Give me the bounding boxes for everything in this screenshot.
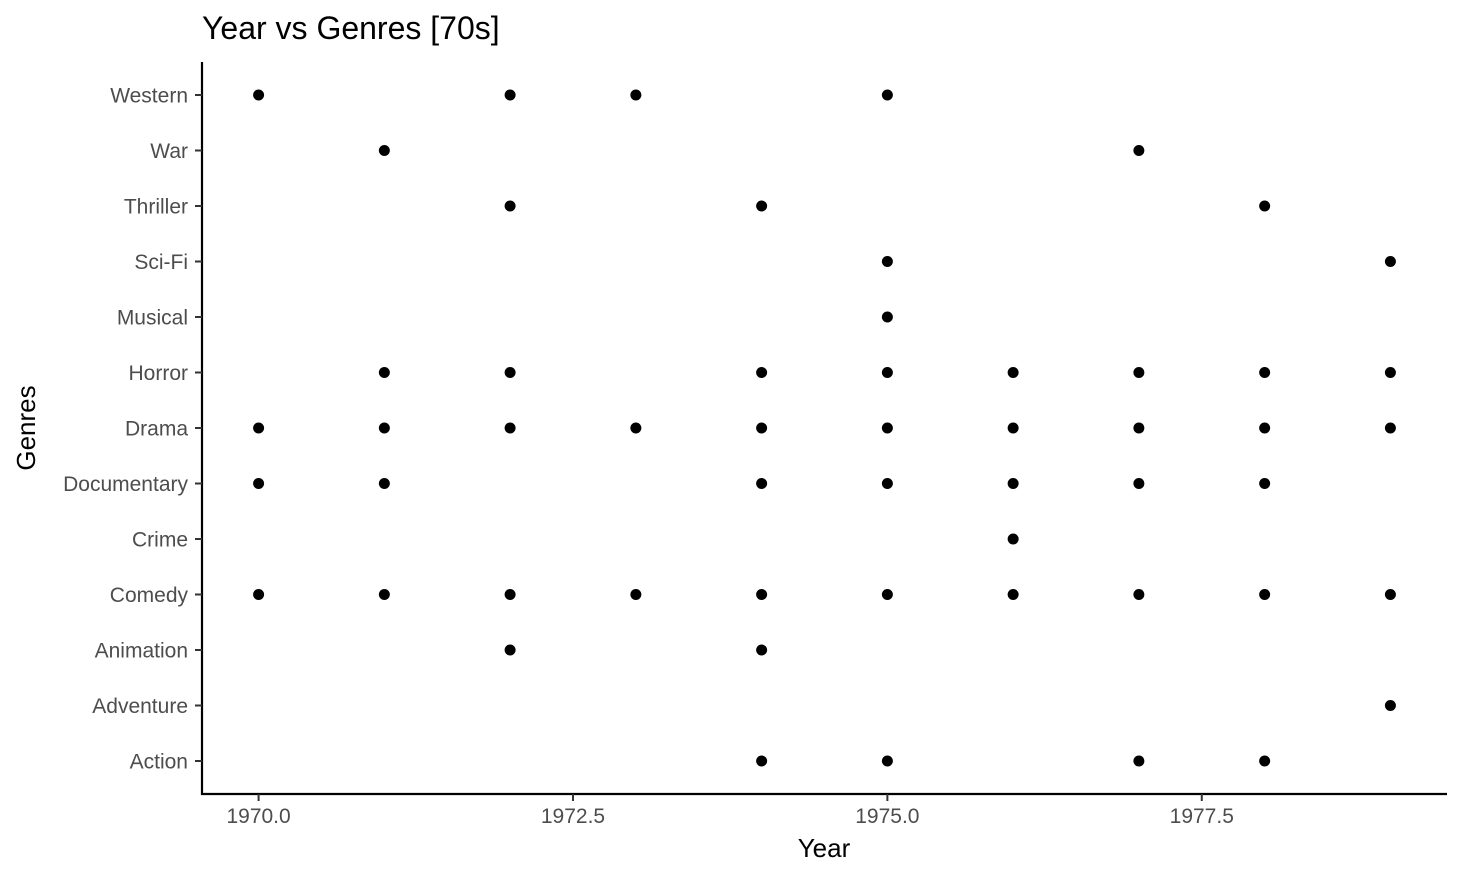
data-point <box>1259 200 1271 212</box>
y-tick-label-action: Action <box>130 751 188 774</box>
data-point <box>1007 478 1019 489</box>
y-axis-title: Genres <box>11 385 41 470</box>
data-point <box>504 589 516 600</box>
x-tick-label: 1972.5 <box>541 805 605 828</box>
data-point <box>756 755 768 767</box>
y-tick-label-documentary: Documentary <box>63 473 188 496</box>
data-point <box>378 367 390 378</box>
data-point <box>1384 700 1396 711</box>
data-point <box>756 644 768 656</box>
data-point <box>630 422 642 434</box>
y-tick-label-drama: Drama <box>125 418 188 441</box>
y-tick-label-thriller: Thriller <box>124 196 188 219</box>
data-point <box>1384 422 1396 434</box>
y-tick-label-horror: Horror <box>128 362 188 385</box>
data-point <box>881 367 893 378</box>
y-tick-label-adventure: Adventure <box>92 695 188 718</box>
data-point <box>1007 367 1019 378</box>
data-point <box>756 589 768 600</box>
y-tick-label-comedy: Comedy <box>110 584 189 607</box>
data-point <box>881 256 893 267</box>
data-point <box>756 367 768 378</box>
data-point <box>756 200 768 212</box>
data-point <box>1384 589 1396 600</box>
data-point <box>881 478 893 489</box>
data-point <box>881 755 893 767</box>
y-tick-label-western: Western <box>110 85 188 108</box>
y-tick-label-musical: Musical <box>117 307 188 330</box>
data-point <box>1133 422 1145 434</box>
y-tick-label-war: War <box>150 140 188 163</box>
x-axis-ticks: 1970.0 1972.5 1975.0 1977.5 <box>226 794 1234 828</box>
data-point <box>1007 533 1019 545</box>
data-point <box>1384 367 1396 378</box>
data-point <box>630 589 642 600</box>
data-point <box>1259 367 1271 378</box>
data-point <box>504 200 516 212</box>
data-point <box>1133 589 1145 600</box>
data-point <box>253 589 265 600</box>
x-axis-title: Year <box>798 833 851 863</box>
data-point <box>756 422 768 434</box>
data-point <box>1007 589 1019 600</box>
data-point <box>253 478 265 489</box>
data-point <box>881 89 893 101</box>
data-point <box>1133 145 1145 156</box>
data-point <box>378 145 390 156</box>
data-point <box>378 422 390 434</box>
data-point <box>253 422 265 434</box>
data-point <box>504 367 516 378</box>
data-point <box>881 589 893 600</box>
data-point <box>1133 478 1145 489</box>
x-tick-label: 1975.0 <box>855 805 919 828</box>
data-point <box>1259 589 1271 600</box>
data-point <box>1259 422 1271 434</box>
chart-title: Year vs Genres [70s] <box>202 10 500 46</box>
data-point <box>253 89 265 101</box>
plot-points <box>253 89 1396 767</box>
y-axis-ticks: Action Adventure Animation Comedy Crime Docum… <box>63 85 202 774</box>
data-point <box>1133 367 1145 378</box>
x-tick-label: 1977.5 <box>1170 805 1234 828</box>
data-point <box>1133 755 1145 767</box>
data-point <box>1259 755 1271 767</box>
data-point <box>756 478 768 489</box>
data-point <box>630 89 642 101</box>
x-tick-label: 1970.0 <box>226 805 290 828</box>
data-point <box>1384 256 1396 267</box>
data-point <box>504 89 516 101</box>
data-point <box>1259 478 1271 489</box>
y-tick-label-animation: Animation <box>95 640 188 663</box>
data-point <box>504 644 516 656</box>
data-point <box>504 422 516 434</box>
data-point <box>881 422 893 434</box>
data-point <box>378 478 390 489</box>
y-tick-label-crime: Crime <box>132 529 188 552</box>
data-point <box>881 311 893 323</box>
y-tick-label-sci-fi: Sci-Fi <box>134 251 188 274</box>
data-point <box>378 589 390 600</box>
data-point <box>1007 422 1019 434</box>
